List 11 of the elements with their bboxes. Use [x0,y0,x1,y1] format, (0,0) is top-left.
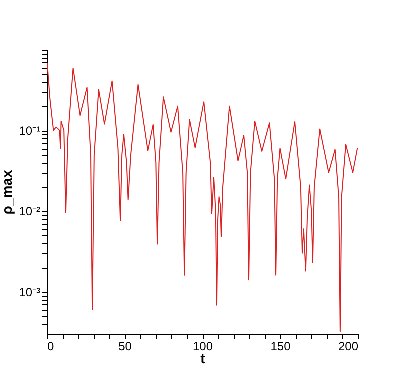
y-tick-label: 10⁻¹ [19,124,41,138]
x-tick-label: 50 [118,340,132,354]
x-tick-label: 100 [192,340,214,354]
line-series [47,63,358,332]
x-tick-label: 150 [270,340,292,354]
x-tick-label: 0 [48,340,54,354]
x-axis-title: t [200,350,206,366]
x-tick-label: 200 [338,340,359,354]
y-tick-label: 10⁻³ [19,285,41,300]
y-axis-title: ρ_max [0,170,16,215]
y-tick-label: 10⁻² [19,204,41,219]
